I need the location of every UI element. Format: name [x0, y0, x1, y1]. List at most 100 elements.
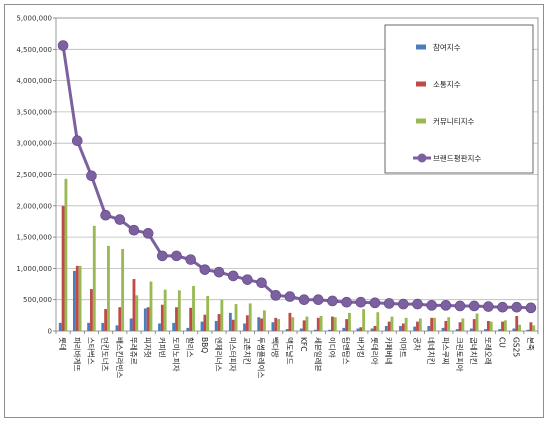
legend-marker [417, 153, 427, 163]
line-point [157, 250, 168, 262]
bar [78, 265, 82, 331]
bar-layer [58, 178, 536, 331]
bar [472, 319, 476, 331]
line-point [468, 300, 480, 312]
bar [316, 317, 320, 331]
bar [234, 304, 238, 331]
chart-frame: 0 500,000 1,000,000 1,500,000 2,000,000 2,500… [4, 4, 544, 418]
bar [121, 248, 125, 331]
bar [271, 322, 275, 331]
bar [404, 317, 408, 331]
category-label: 투썸플레이스 [257, 337, 267, 378]
bar [149, 281, 153, 331]
y-tick-label: 500,000 [23, 296, 52, 304]
legend-swatch [416, 118, 426, 124]
line-point [341, 296, 352, 308]
bar [172, 322, 176, 331]
bar [501, 321, 504, 331]
line-point [100, 209, 111, 221]
bar [401, 323, 405, 331]
bar [73, 270, 76, 331]
bar [328, 329, 332, 331]
legend-swatch [416, 81, 426, 87]
bar [228, 312, 232, 331]
bar [206, 295, 210, 331]
bar [532, 325, 536, 331]
bar [115, 325, 119, 331]
bar [529, 322, 533, 331]
bar [469, 328, 473, 331]
y-tick-label: 3,500,000 [16, 108, 52, 116]
bar [458, 322, 462, 331]
y-tick-label: 3,000,000 [16, 140, 52, 148]
bar [214, 320, 218, 331]
category-label: 뚜레쥬르 [129, 337, 138, 365]
category-label: 굽네치킨 [469, 337, 479, 365]
bar [143, 308, 147, 331]
category-label: 네네치킨 [427, 337, 437, 365]
bar [376, 312, 380, 331]
bar [399, 325, 402, 331]
category-label: 세븐일레븐 [313, 337, 322, 372]
line-point [327, 295, 338, 307]
legend-label: 참여지수 [433, 42, 461, 52]
line-series [61, 45, 531, 310]
bar [418, 318, 422, 331]
line-point [525, 302, 537, 314]
bar [503, 320, 507, 331]
line-point [483, 301, 494, 312]
category-label: 던킨도너츠 [101, 337, 111, 372]
category-label: 스타벅스 [86, 337, 96, 365]
bar [390, 316, 394, 331]
bar [248, 303, 252, 331]
bar [177, 290, 181, 331]
bar [486, 320, 490, 331]
bar [484, 329, 487, 331]
bar [441, 327, 445, 331]
legend-label: 커뮤니티지수 [433, 117, 474, 126]
bar [427, 325, 431, 331]
bar [101, 322, 105, 331]
category-label: 카페베네 [384, 337, 394, 365]
bar [146, 307, 150, 331]
bar [189, 307, 193, 331]
bar [129, 318, 133, 331]
bar [257, 317, 261, 331]
line-point [383, 298, 395, 309]
line-point [142, 228, 154, 239]
bar [430, 317, 434, 331]
bar [515, 315, 519, 331]
label-layer: 롯데 파리바게뜨 스타벅스 던킨도너츠 배스킨라빈스 뚜레쥬르 피자헛 커피빈 도미노피자 할리스… [58, 337, 535, 378]
line-point [185, 254, 196, 265]
bar [387, 321, 391, 331]
bar [175, 307, 178, 331]
line-point [171, 250, 182, 262]
bar [260, 318, 263, 331]
axis-layer: 0 500,000 1,000,000 1,500,000 2,000,000 2,500… [16, 15, 539, 336]
bar [370, 328, 374, 331]
bar [274, 317, 278, 331]
line-point [440, 300, 452, 311]
bar [285, 329, 289, 331]
category-label: 이마트 [398, 337, 408, 358]
bar [118, 307, 122, 331]
category-label: 도미노피자 [172, 337, 181, 372]
y-tick-label: 2,000,000 [16, 202, 52, 210]
bar [356, 328, 360, 331]
category-label: CU [498, 337, 507, 348]
category-label: 본죽 [526, 337, 535, 351]
bar [416, 321, 419, 331]
bar [200, 321, 204, 331]
bar [160, 304, 164, 331]
bar [192, 285, 195, 331]
line-point [114, 214, 126, 225]
bar [220, 299, 224, 331]
y-tick-label: 5,000,000 [16, 15, 52, 23]
line-point [426, 300, 437, 311]
category-label: 또래오래 [483, 337, 492, 365]
y-tick-label: 1,000,000 [16, 265, 52, 273]
bar [305, 316, 309, 331]
bar [104, 309, 108, 331]
line-point [284, 291, 296, 302]
bar [58, 322, 62, 331]
